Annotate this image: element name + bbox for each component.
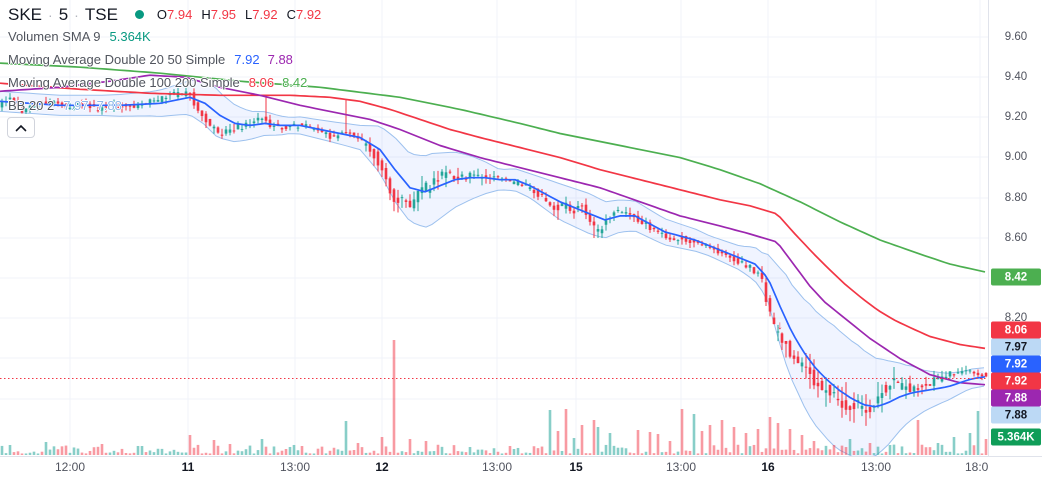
indicator-legend-rows: Volumen SMA 9 5.364K Moving Average Double…: [8, 25, 330, 117]
indicator-value: 7.88: [96, 98, 122, 113]
time-label-day: 15: [569, 460, 583, 474]
price-badge-bb-upper: 7.97: [991, 338, 1041, 356]
ohlc-o: O7.94: [156, 7, 193, 22]
price-tick: 9.20: [1004, 111, 1028, 123]
volume-layer: [0, 340, 988, 455]
ohlc-c: C7.92: [286, 7, 322, 22]
chart-pane[interactable]: ↓: [0, 0, 988, 456]
price-axis[interactable]: 9.609.409.209.008.808.608.408.208.007.80…: [988, 0, 1042, 456]
price-chart-canvas[interactable]: ↓: [0, 0, 988, 456]
ma100-line: [0, 82, 986, 350]
time-label: 13:00: [481, 460, 513, 474]
chart-interval[interactable]: 5: [58, 4, 69, 24]
indicator-label: Moving Average Double 100 200 Simple: [8, 75, 240, 90]
time-label: 13:00: [860, 460, 892, 474]
chevron-up-icon: [15, 124, 27, 131]
price-tick: 8.20: [1004, 312, 1028, 324]
price-badge-ma200: 8.42: [991, 268, 1041, 286]
indicator-value: 7.92: [234, 52, 260, 67]
bollinger-band-layer: [0, 79, 985, 456]
market-status-dot-icon[interactable]: [134, 10, 144, 19]
ma50-line: [0, 74, 986, 386]
moving-averages-layer: [0, 62, 986, 408]
time-label-day: 11: [181, 460, 195, 474]
time-axis[interactable]: 12:00 11 13:00 12 13:00 15 13:00 16 13:00 18:00: [0, 456, 1042, 477]
title-separator: ·: [48, 6, 53, 23]
indicator-label: BB 20 2: [8, 98, 55, 113]
symbol-name[interactable]: SKE: [8, 4, 43, 24]
price-tick: 8.60: [1004, 232, 1028, 244]
indicator-value: 7.97: [63, 98, 89, 113]
indicator-value: 8.42: [282, 75, 308, 90]
symbol-title-row[interactable]: SKE · 5 · TSE O7.94 H7.95 L7.92 C7.92: [8, 4, 330, 25]
ohlc-h: H7.95: [201, 7, 237, 22]
price-badge-last-price: 7.92: [991, 372, 1041, 390]
legend-collapse-button[interactable]: [7, 117, 35, 138]
time-label: 13:00: [279, 460, 311, 474]
time-labels: 12:00 11 13:00 12 13:00 15 13:00 16 13:00 18:00: [0, 457, 988, 477]
price-badge-ma20: 7.92: [991, 355, 1041, 373]
indicator-row-ma-double-100-200[interactable]: Moving Average Double 100 200 Simple 8.06…: [8, 71, 330, 94]
price-badge-volume-sma: 5.364K: [991, 428, 1041, 446]
ohlc-l: L7.92: [245, 7, 278, 22]
price-badge-ma50: 7.88: [991, 389, 1041, 407]
indicator-row-volume[interactable]: Volumen SMA 9 5.364K: [8, 25, 330, 48]
exchange-name: TSE: [84, 4, 118, 24]
time-label-day: 12: [375, 460, 389, 474]
time-label-day: 16: [761, 460, 775, 474]
indicator-label: Moving Average Double 20 50 Simple: [8, 52, 226, 67]
time-label: 12:00: [54, 460, 86, 474]
price-tick: 9.00: [1004, 151, 1028, 163]
indicator-row-ma-double-20-50[interactable]: Moving Average Double 20 50 Simple 7.92 7.…: [8, 48, 330, 71]
indicator-value: 5.364K: [109, 29, 151, 44]
ma20-line: [0, 96, 986, 408]
price-tick: 9.60: [1004, 31, 1028, 43]
price-tick: 8.80: [1004, 192, 1028, 204]
indicator-value: 8.06: [248, 75, 275, 90]
time-label: 13:00: [665, 460, 697, 474]
legend: SKE · 5 · TSE O7.94 H7.95 L7.92 C7.92 Volum…: [8, 4, 330, 117]
ohlc-values: O7.94 H7.95 L7.92 C7.92: [157, 7, 330, 22]
indicator-value: 7.88: [267, 52, 293, 67]
time-label: 18:00: [964, 460, 988, 474]
title-separator: ·: [74, 6, 79, 23]
down-arrow-marker: ↓: [777, 318, 783, 332]
indicator-label: Volumen SMA 9: [8, 29, 101, 44]
ma200-line: [0, 62, 986, 273]
indicator-row-bollinger[interactable]: BB 20 2 7.97 7.88: [8, 94, 330, 117]
price-badge-bb-lower: 7.88: [991, 406, 1041, 424]
price-tick: 9.40: [1004, 71, 1028, 83]
price-badge-ma100: 8.06: [991, 321, 1041, 339]
